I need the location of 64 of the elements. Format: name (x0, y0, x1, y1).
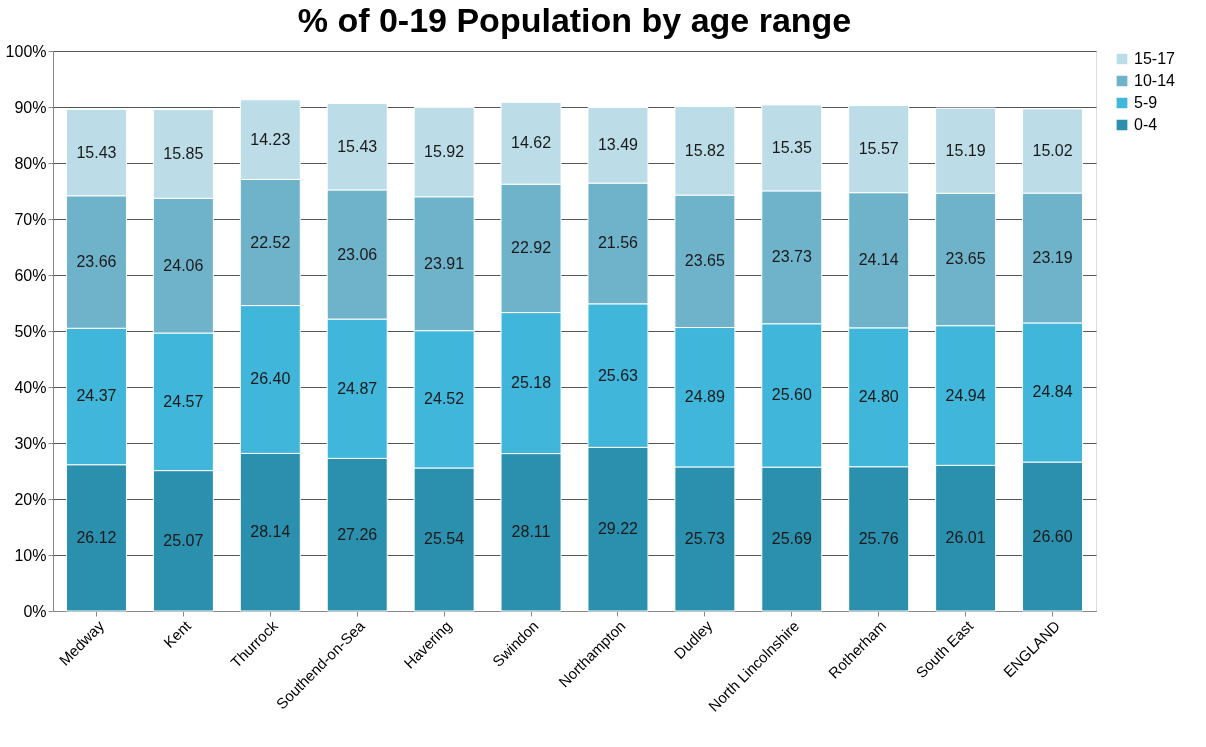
y-tick-label: 60% (14, 266, 47, 284)
y-tick-label: 80% (14, 154, 47, 172)
data-label: 15.82 (684, 141, 725, 159)
data-label: 28.14 (250, 523, 291, 541)
y-tick-label: 20% (14, 490, 47, 508)
data-label: 27.26 (337, 525, 378, 543)
data-label: 25.73 (684, 529, 725, 547)
data-label: 26.12 (76, 528, 117, 546)
legend-label: 15-17 (1134, 50, 1176, 67)
data-label: 13.49 (597, 136, 639, 154)
data-label: 15.85 (163, 144, 204, 162)
data-label: 15.92 (424, 143, 465, 161)
data-label: 24.84 (1032, 383, 1073, 401)
data-label: 26.40 (250, 370, 291, 388)
data-label: 23.65 (945, 250, 986, 268)
data-label: 25.54 (424, 530, 465, 548)
data-label: 14.23 (250, 130, 291, 148)
data-label: 21.56 (597, 234, 639, 252)
data-label: 15.35 (771, 138, 812, 156)
data-label: 23.19 (1032, 249, 1073, 266)
legend-label: 0-4 (1134, 116, 1158, 133)
data-label: 25.76 (858, 529, 899, 547)
data-label: 24.57 (163, 392, 204, 410)
data-label: 24.89 (684, 388, 725, 406)
data-label: 15.19 (945, 141, 986, 159)
data-label: 23.06 (337, 245, 378, 263)
data-label: 28.11 (511, 523, 551, 541)
legend-label: 5-9 (1134, 94, 1158, 111)
chart-title: % of 0-19 Population by age range (297, 1, 852, 39)
y-tick-label: 100% (5, 42, 47, 60)
data-label: 24.52 (424, 390, 465, 408)
data-label: 15.02 (1032, 142, 1073, 160)
data-label: 14.62 (511, 134, 552, 152)
data-label: 29.22 (597, 520, 639, 538)
data-label: 24.37 (76, 387, 117, 405)
data-label: 15.43 (337, 137, 378, 155)
data-label: 26.01 (945, 529, 986, 547)
data-label: 15.57 (858, 140, 899, 158)
data-label: 25.60 (771, 386, 812, 404)
y-tick-label: 90% (14, 98, 47, 116)
data-label: 22.52 (250, 233, 291, 251)
data-label: 25.07 (163, 531, 204, 549)
data-label: 24.80 (858, 388, 899, 406)
y-tick-label: 10% (14, 546, 47, 564)
data-label: 26.60 (1032, 527, 1073, 545)
data-label: 23.65 (684, 252, 725, 270)
data-label: 23.66 (76, 253, 117, 271)
data-label: 15.43 (76, 143, 117, 161)
data-label: 25.69 (771, 530, 812, 548)
data-label: 24.14 (858, 251, 899, 269)
legend-label: 10-14 (1134, 72, 1176, 89)
data-label: 23.73 (771, 248, 812, 266)
y-tick-label: 0% (23, 602, 47, 620)
data-label: 24.87 (337, 379, 378, 397)
data-label: 25.63 (597, 366, 639, 384)
data-label: 24.06 (163, 256, 204, 274)
y-tick-label: 70% (14, 210, 47, 228)
data-label: 25.18 (511, 374, 552, 392)
y-tick-label: 40% (14, 378, 47, 396)
data-label: 24.94 (945, 386, 986, 404)
y-tick-label: 30% (14, 434, 47, 452)
data-label: 22.92 (511, 239, 552, 257)
data-label: 23.91 (424, 254, 465, 272)
y-tick-label: 50% (14, 322, 47, 340)
